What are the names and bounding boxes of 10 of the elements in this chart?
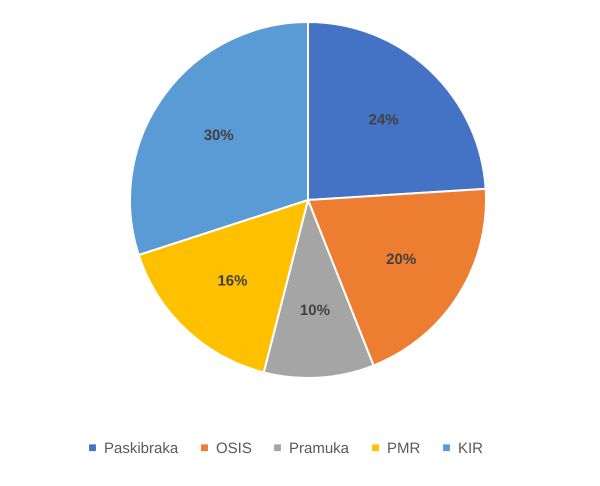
- legend-label: Paskibraka: [104, 440, 179, 457]
- data-label: 16%: [217, 272, 248, 290]
- data-label: 24%: [368, 112, 399, 129]
- data-label: 30%: [204, 127, 234, 144]
- legend-label: PMR: [387, 440, 420, 457]
- data-label: 20%: [386, 251, 416, 268]
- legend-label: KIR: [458, 440, 484, 457]
- data-label: 10%: [300, 302, 330, 320]
- legend-label: OSIS: [216, 440, 252, 457]
- legend-label: Pramuka: [289, 440, 350, 457]
